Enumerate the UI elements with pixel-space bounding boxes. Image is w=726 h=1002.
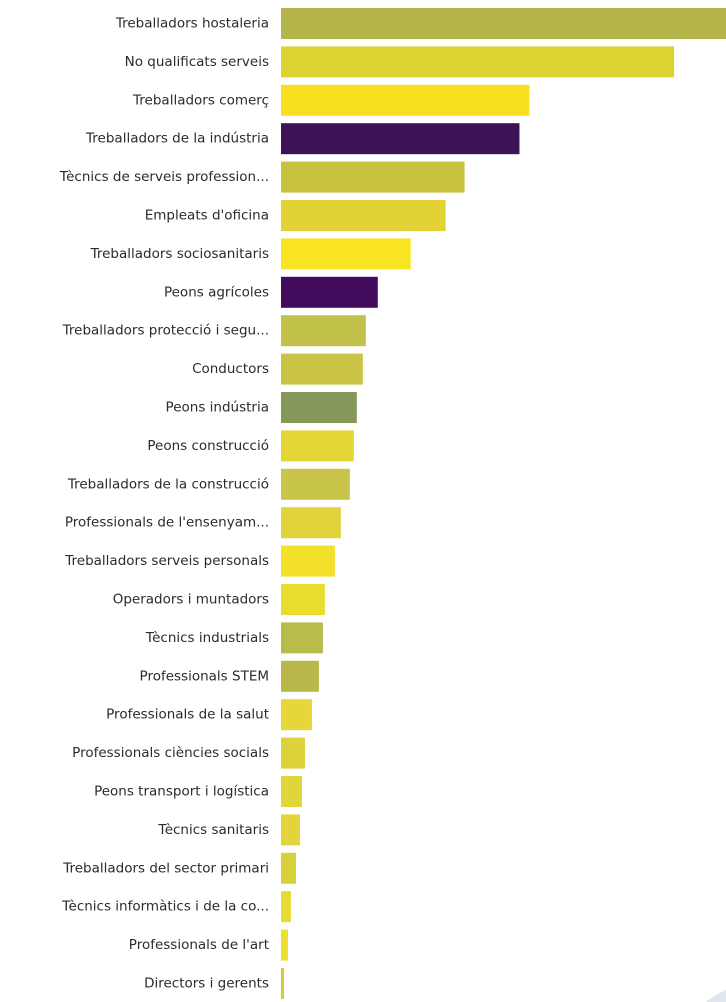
bar[interactable]: [281, 929, 288, 961]
bar[interactable]: [281, 584, 325, 615]
bar[interactable]: [281, 123, 520, 155]
category-label: Treballadors de la construcció: [67, 476, 269, 492]
bar[interactable]: [281, 353, 363, 385]
bars-layer: [281, 8, 726, 999]
category-label: Directors i gerents: [144, 976, 269, 992]
category-label: Professionals STEM: [140, 668, 269, 684]
bar[interactable]: [281, 660, 319, 692]
category-label: Professionals de la salut: [106, 707, 269, 723]
category-label: Tècnics sanitaris: [157, 822, 269, 838]
category-label: Treballadors protecció i segu...: [62, 323, 269, 339]
bar[interactable]: [281, 238, 411, 270]
category-label: Tècnics industrials: [145, 630, 269, 646]
category-label: Treballadors serveis personals: [64, 553, 269, 569]
bar[interactable]: [281, 776, 302, 807]
bar[interactable]: [281, 161, 465, 193]
category-label: Operadors i muntadors: [113, 592, 269, 608]
bar[interactable]: [281, 737, 305, 769]
category-label: Conductors: [192, 361, 269, 377]
category-label: Peons transport i logística: [94, 784, 269, 800]
bar[interactable]: [281, 622, 323, 654]
category-label: Treballadors de la indústria: [85, 131, 269, 147]
bar[interactable]: [281, 392, 357, 423]
bar[interactable]: [281, 968, 284, 999]
bar[interactable]: [281, 852, 296, 884]
category-label: Professionals de l'ensenyam...: [65, 515, 269, 531]
category-label: Treballadors sociosanitaris: [90, 246, 269, 262]
category-label: Peons indústria: [166, 400, 269, 416]
bar[interactable]: [281, 315, 366, 347]
category-label: Tècnics informàtics i de la co...: [61, 899, 269, 915]
category-label: Treballadors hostaleria: [115, 16, 269, 32]
corner-decoration: [706, 990, 726, 1002]
bar[interactable]: [281, 276, 378, 308]
bar[interactable]: [281, 468, 350, 500]
category-label: Professionals ciències socials: [72, 745, 269, 761]
category-label: Peons construcció: [147, 438, 269, 454]
bar[interactable]: [281, 8, 726, 39]
bar[interactable]: [281, 430, 354, 462]
bar[interactable]: [281, 507, 341, 539]
category-label: Tècnics de serveis profession...: [59, 169, 269, 185]
bar[interactable]: [281, 200, 446, 231]
category-label: No qualificats serveis: [125, 54, 269, 70]
category-label: Treballadors comerç: [132, 92, 269, 108]
bar[interactable]: [281, 84, 530, 116]
category-label: Empleats d'oficina: [145, 208, 269, 224]
category-label: Peons agrícoles: [164, 284, 269, 300]
bar[interactable]: [281, 891, 291, 923]
category-labels: Treballadors hostaleria No qualificats se…: [59, 16, 269, 992]
bar[interactable]: [281, 699, 312, 731]
bar[interactable]: [281, 814, 300, 846]
category-label: Professionals de l'art: [129, 937, 269, 953]
bar[interactable]: [281, 545, 335, 577]
category-label: Treballadors del sector primari: [62, 860, 269, 876]
bar[interactable]: [281, 46, 675, 78]
